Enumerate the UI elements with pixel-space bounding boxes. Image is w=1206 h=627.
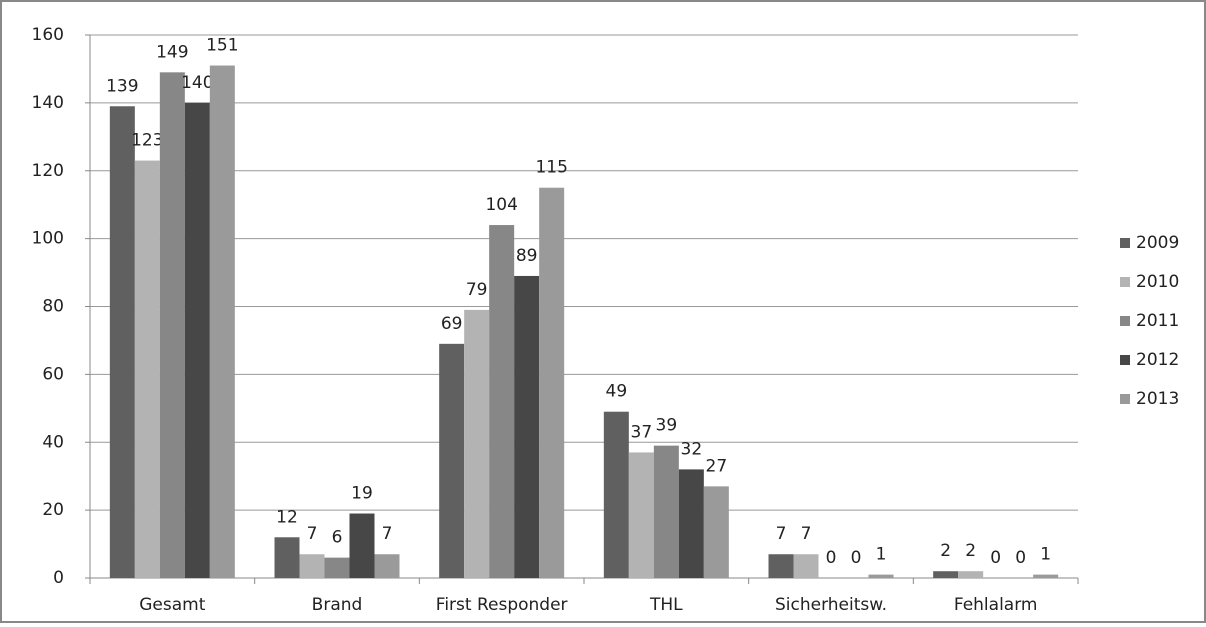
data-label: 0 — [826, 548, 837, 568]
legend-label: 2012 — [1136, 350, 1179, 370]
data-label: 2 — [940, 541, 951, 561]
legend-label: 2010 — [1136, 272, 1179, 292]
legend-swatch — [1120, 316, 1130, 326]
legend-swatch — [1120, 355, 1130, 365]
data-label: 7 — [382, 524, 393, 544]
y-tick-label: 60 — [42, 364, 64, 384]
data-label: 7 — [776, 524, 787, 544]
y-tick-label: 160 — [32, 25, 64, 45]
data-label: 0 — [990, 548, 1001, 568]
data-label: 123 — [131, 131, 163, 151]
bar — [868, 574, 894, 578]
data-label: 37 — [631, 422, 653, 442]
bar — [109, 106, 135, 579]
bar — [349, 513, 375, 578]
bar — [489, 225, 515, 579]
data-label: 6 — [332, 528, 343, 548]
bar — [603, 411, 629, 578]
data-label: 32 — [681, 439, 703, 459]
y-tick-label: 0 — [53, 568, 64, 588]
bar — [159, 72, 185, 579]
y-tick-label: 40 — [42, 432, 64, 452]
data-label: 1 — [1040, 545, 1051, 565]
bar — [209, 65, 235, 578]
data-label: 79 — [466, 280, 488, 300]
data-label: 7 — [307, 524, 318, 544]
bar — [464, 309, 490, 578]
bar — [933, 571, 959, 578]
bar — [324, 557, 350, 578]
bar — [678, 469, 704, 578]
bar — [1033, 574, 1059, 578]
data-label: 19 — [351, 484, 373, 504]
bar — [274, 537, 300, 578]
data-label: 1 — [876, 545, 887, 565]
bar — [653, 445, 679, 578]
data-label: 149 — [156, 42, 188, 62]
bar — [768, 554, 794, 578]
x-tick-label: THL — [649, 595, 683, 615]
data-label: 89 — [516, 246, 538, 266]
bar — [299, 554, 325, 578]
x-tick-label: Fehlalarm — [954, 595, 1038, 615]
data-label: 151 — [206, 36, 238, 56]
bar — [703, 486, 729, 578]
legend-swatch — [1120, 394, 1130, 404]
legend-swatch — [1120, 277, 1130, 287]
bar — [514, 275, 540, 578]
bar — [539, 187, 565, 578]
x-tick-label: First Responder — [436, 595, 568, 615]
x-tick-label: Gesamt — [139, 595, 205, 615]
data-label: 27 — [706, 456, 728, 476]
y-tick-label: 140 — [32, 93, 64, 113]
data-label: 139 — [106, 76, 138, 96]
bar — [793, 554, 819, 578]
data-label: 0 — [1015, 548, 1026, 568]
legend-label: 2013 — [1136, 389, 1179, 409]
data-label: 2 — [965, 541, 976, 561]
data-label: 0 — [851, 548, 862, 568]
bar — [439, 343, 465, 578]
y-tick-label: 100 — [32, 229, 64, 249]
data-label: 115 — [535, 158, 567, 178]
bar — [134, 160, 160, 578]
y-tick-label: 120 — [32, 161, 64, 181]
data-label: 140 — [181, 73, 213, 93]
bar — [184, 102, 210, 578]
data-label: 69 — [441, 314, 463, 334]
y-tick-label: 20 — [42, 500, 64, 520]
data-label: 104 — [485, 195, 517, 215]
data-label: 12 — [276, 507, 298, 527]
data-label: 7 — [801, 524, 812, 544]
bar — [374, 554, 400, 578]
legend-label: 2009 — [1136, 233, 1179, 253]
bar — [958, 571, 984, 578]
legend-swatch — [1120, 238, 1130, 248]
data-label: 49 — [606, 382, 628, 402]
x-tick-label: Sicherheitsw. — [775, 595, 887, 615]
data-label: 39 — [656, 416, 678, 436]
legend-label: 2011 — [1136, 311, 1179, 331]
bar — [628, 452, 654, 578]
x-tick-label: Brand — [312, 595, 363, 615]
y-tick-label: 80 — [42, 297, 64, 317]
